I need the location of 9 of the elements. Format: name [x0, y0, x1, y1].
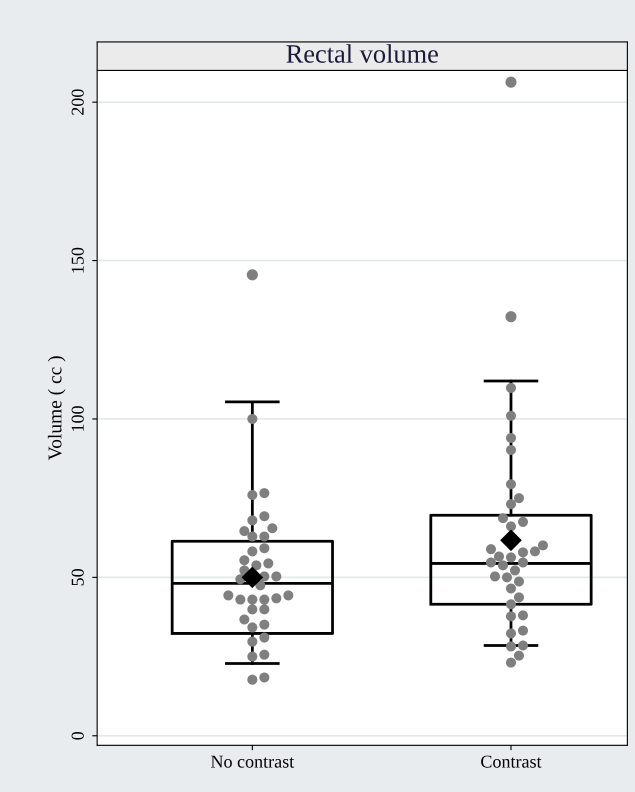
x-tick-label: No contrast: [210, 756, 294, 768]
y-tick-label: 100: [72, 406, 84, 431]
y-tick-label: 0: [72, 732, 84, 740]
y-tick-label: 200: [72, 89, 84, 115]
y-tick-label: 50: [72, 569, 84, 586]
chart-title: Rectal volume: [286, 44, 438, 63]
x-tick-label: Contrast: [481, 756, 542, 768]
y-tick-label: 150: [72, 248, 84, 273]
y-axis-title: Volume ( cc ): [48, 356, 66, 460]
